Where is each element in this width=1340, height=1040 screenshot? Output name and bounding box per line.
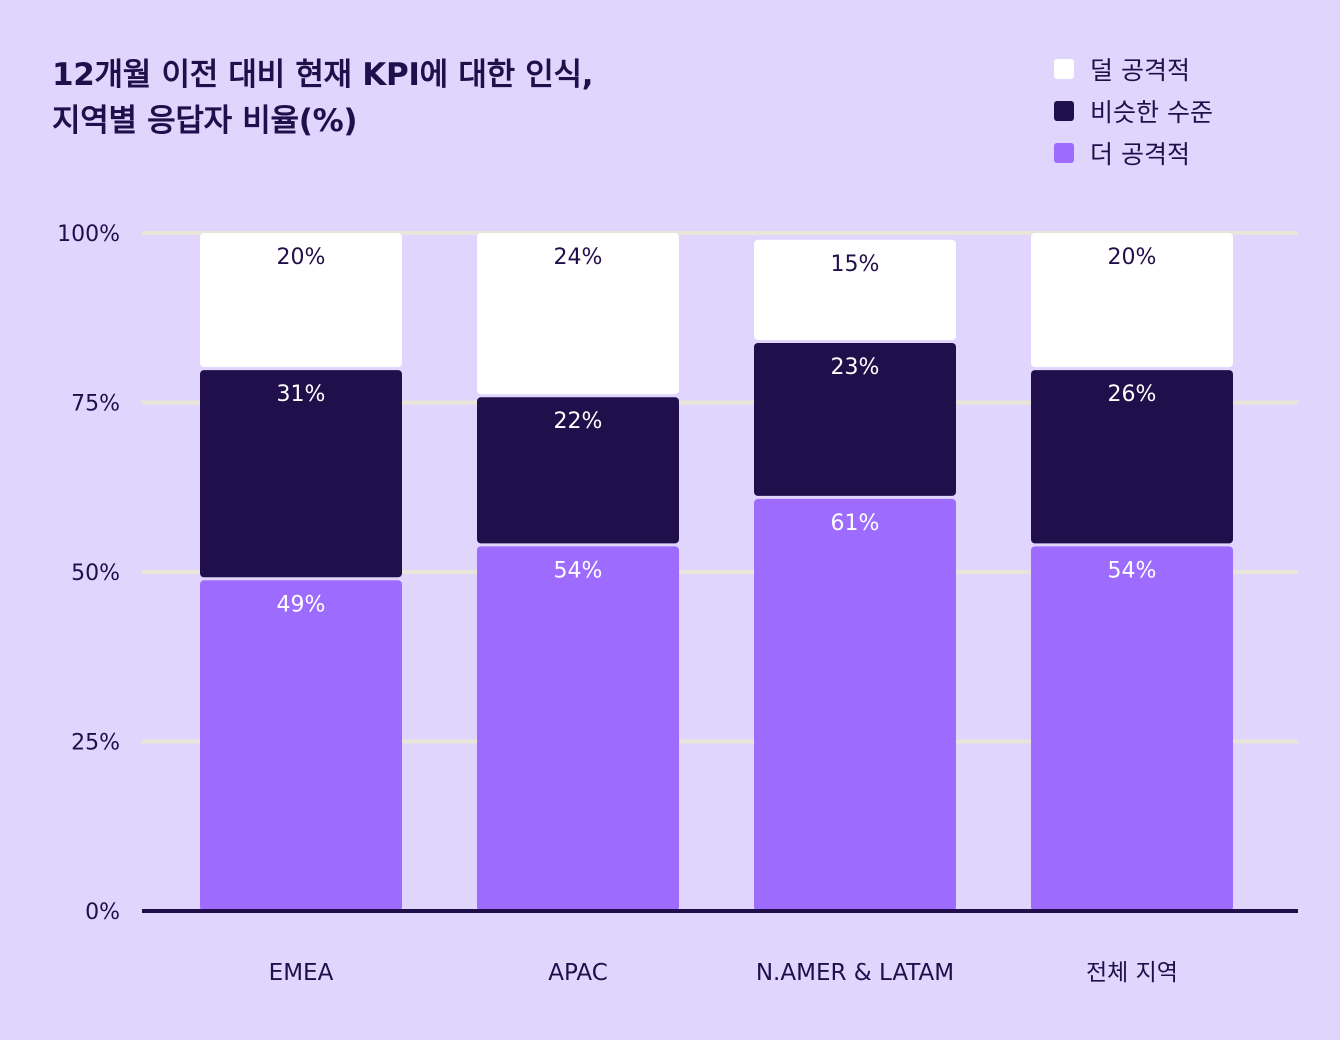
bar-segment	[754, 498, 956, 911]
data-label: 22%	[554, 409, 603, 434]
data-label: 26%	[1108, 382, 1157, 407]
data-label: 61%	[831, 511, 880, 536]
data-label: 24%	[554, 245, 603, 270]
chart-title-line-1: 12개월 이전 대비 현재 KPI에 대한 인식,	[52, 57, 594, 93]
data-label: 49%	[277, 592, 326, 617]
legend-swatch-more-aggressive	[1054, 143, 1074, 163]
bar-segment	[1031, 370, 1233, 544]
x-category-label: APAC	[548, 960, 608, 986]
y-tick-label: 100%	[57, 222, 120, 247]
bar-segment	[754, 239, 956, 340]
bar-segment	[1031, 233, 1233, 368]
y-tick-label: 0%	[85, 900, 120, 925]
x-category-label: 전체 지역	[1086, 960, 1178, 986]
legend-item-similar: 비슷한 수준	[1054, 90, 1213, 132]
data-label: 54%	[554, 558, 603, 583]
legend: 덜 공격적 비슷한 수준 더 공격적	[1054, 48, 1213, 174]
legend-item-more-aggressive: 더 공격적	[1054, 132, 1213, 174]
bar-segment	[1031, 546, 1233, 911]
bar-segment	[477, 546, 679, 911]
legend-label-less-aggressive: 덜 공격적	[1090, 56, 1190, 85]
x-category-label: EMEA	[269, 960, 334, 986]
bar-segment	[477, 397, 679, 544]
bar-segment	[200, 370, 402, 578]
legend-swatch-similar	[1054, 101, 1074, 121]
bar-segment	[200, 233, 402, 368]
data-label: 20%	[277, 245, 326, 270]
x-category-label: N.AMER & LATAM	[756, 960, 954, 986]
bar-segment	[477, 233, 679, 395]
y-tick-label: 50%	[71, 561, 120, 586]
chart-title: 12개월 이전 대비 현재 KPI에 대한 인식, 지역별 응답자 비율(%)	[52, 52, 732, 144]
data-label: 31%	[277, 382, 326, 407]
data-label: 20%	[1108, 245, 1157, 270]
data-label: 23%	[831, 355, 880, 380]
y-tick-label: 25%	[71, 731, 120, 756]
data-label: 15%	[831, 252, 880, 277]
legend-label-similar: 비슷한 수준	[1090, 98, 1213, 127]
bar-segment	[754, 342, 956, 496]
legend-label-more-aggressive: 더 공격적	[1090, 140, 1190, 169]
data-label: 54%	[1108, 558, 1157, 583]
y-tick-label: 75%	[71, 392, 120, 417]
legend-swatch-less-aggressive	[1054, 59, 1074, 79]
chart-title-line-2: 지역별 응답자 비율(%)	[52, 103, 358, 139]
legend-item-less-aggressive: 덜 공격적	[1054, 48, 1213, 90]
bar-segment	[200, 580, 402, 911]
